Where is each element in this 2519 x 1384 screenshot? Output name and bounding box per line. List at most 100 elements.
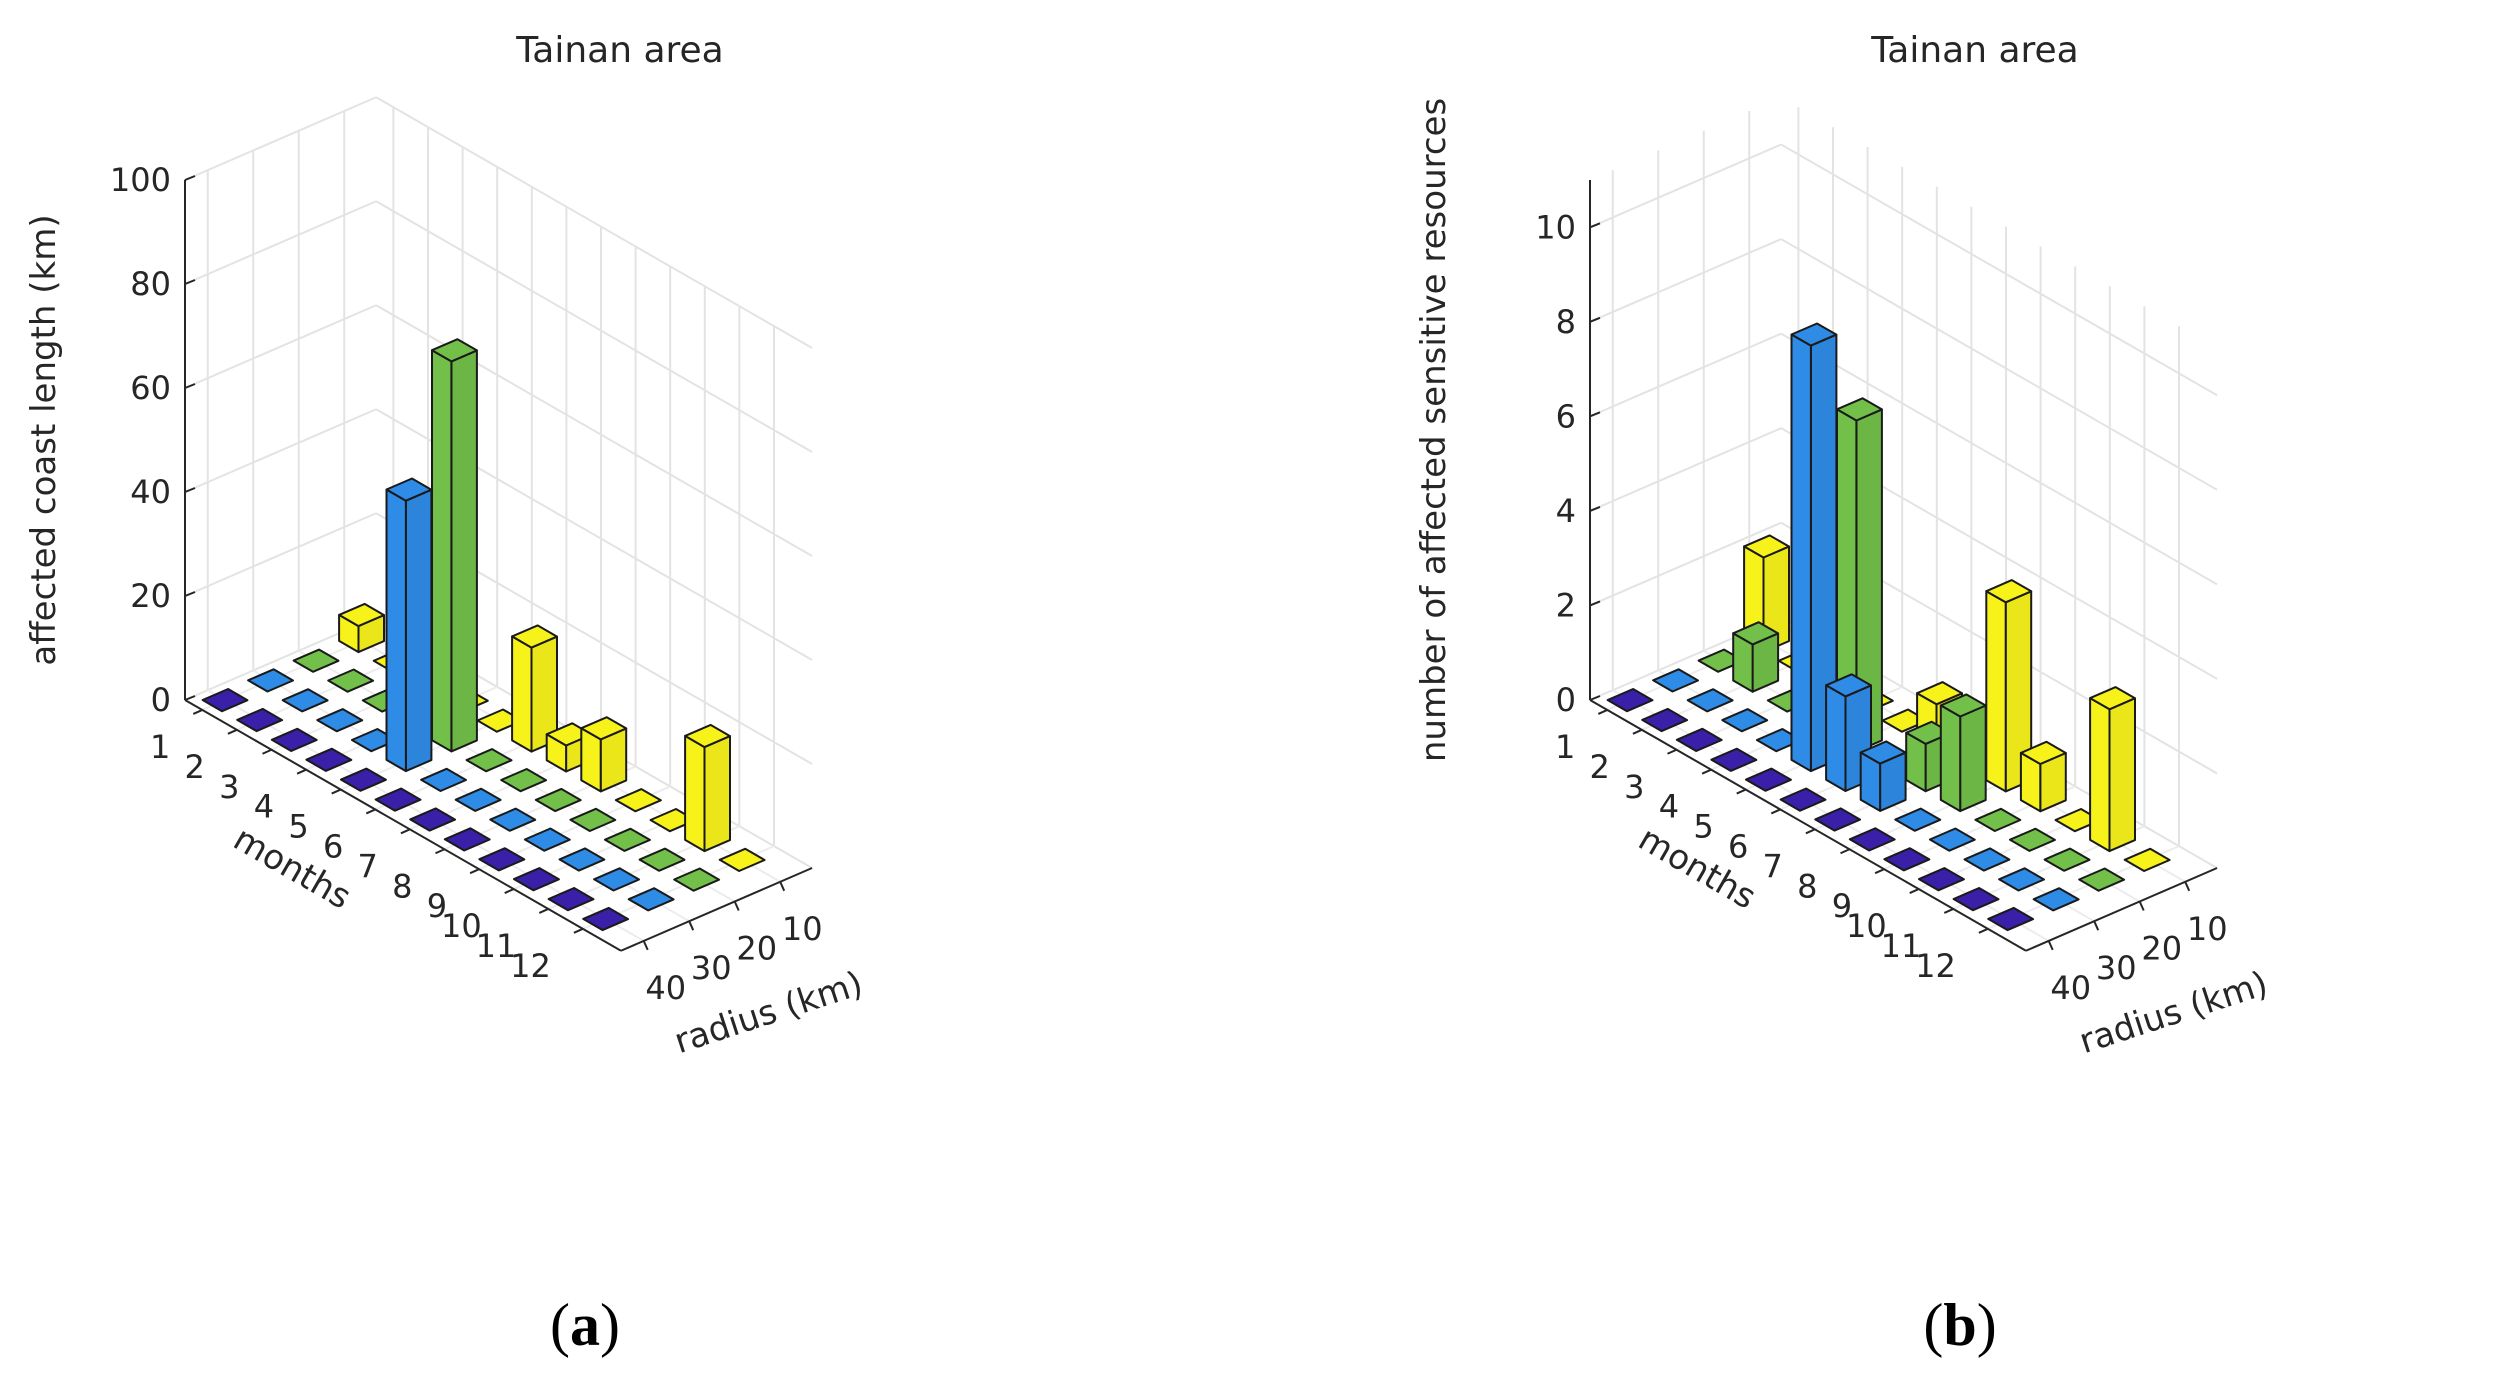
bar-zero-tile (2043, 847, 2091, 872)
gridline (1589, 332, 1782, 418)
panel-label: (a) (550, 1292, 620, 1358)
month-tick-label: 2 (1590, 748, 1610, 786)
bar-20km-month-9 (1974, 807, 2022, 832)
z-tick-label: 40 (130, 473, 171, 511)
z-tick (1589, 316, 1601, 323)
bar-zero-tile (1641, 707, 1689, 733)
bar-30km-month-1 (247, 668, 294, 693)
month-tick (1874, 868, 1885, 875)
bar-30km-month-1 (1652, 668, 1699, 693)
month-tick (227, 728, 238, 735)
month-tick (192, 709, 203, 715)
z-tick (184, 383, 196, 389)
month-tick-label: 6 (1728, 827, 1748, 865)
bar-side-face (1959, 704, 1987, 813)
z-tick-label: 0 (1556, 681, 1576, 719)
bar-30km-month-2 (1686, 688, 1734, 713)
bar-top-face (1825, 673, 1872, 698)
bar-zero-tile (374, 787, 422, 812)
bar-40km-month-9 (1883, 847, 1931, 872)
bar-10km-month-12 (718, 847, 766, 872)
bar-40km-month-3 (1675, 727, 1723, 752)
month-tick-label: 10 (441, 907, 482, 945)
bar-zero-tile (1721, 708, 1769, 733)
month-tick-label: 5 (1693, 808, 1713, 846)
radius-tick-label: 30 (2096, 949, 2137, 987)
bar-20km-month-7 (500, 768, 548, 793)
bar-top-face (684, 723, 731, 749)
bar-40km-month-4 (1710, 747, 1758, 772)
month-tick-label: 2 (185, 748, 205, 786)
bar-zero-tile (327, 668, 375, 693)
radius-tick (688, 920, 695, 931)
radius-tick (2047, 940, 2054, 951)
bar-front-face (385, 488, 407, 773)
radius-tick-label: 10 (2187, 910, 2228, 948)
chart-panel-a: 02040608010012345678910111240302010Taina… (24, 30, 868, 1358)
month-tick-label: 1 (1555, 728, 1575, 766)
month-tick (573, 927, 584, 934)
panel-paren-close: ) (600, 1292, 620, 1358)
bar-zero-tile (1894, 807, 1942, 832)
gridline (184, 408, 377, 493)
bar-40km-month-7 (1814, 807, 1862, 832)
bar-40km-month-10 (513, 867, 560, 892)
bar-front-face (1985, 590, 2007, 793)
month-tick (365, 808, 376, 815)
bar-zero-tile (1652, 668, 1699, 693)
bar-40km-month-9 (478, 847, 526, 872)
z-axis-label: number of affected sensitive resources (1414, 98, 1454, 762)
bar-30km-month-3 (1721, 708, 1769, 733)
month-tick-label: 8 (392, 867, 412, 905)
bar-zero-tile (340, 767, 387, 792)
bar-zero-tile (1918, 867, 1965, 892)
bar-zero-tile (1675, 727, 1723, 752)
bar-30km-month-7 (454, 787, 502, 812)
radius-tick (733, 901, 740, 911)
bar-zero-tile (465, 748, 513, 773)
bar-40km-month-2 (1641, 707, 1689, 733)
month-tick-label: 4 (254, 788, 274, 826)
month-tick-label: 10 (1846, 907, 1887, 945)
gridline (375, 200, 813, 453)
bar-zero-tile (201, 688, 249, 713)
bar-10km-month-11 (2089, 686, 2136, 853)
bar-30km-month-10 (1963, 847, 2011, 872)
month-tick-label: 8 (1797, 867, 1817, 905)
bar-zero-tile (1952, 887, 2000, 912)
month-tick-label: 7 (358, 847, 378, 885)
month-tick (331, 788, 342, 795)
z-tick-label: 80 (130, 265, 171, 303)
bar-zero-tile (2009, 827, 2056, 852)
bar-30km-month-2 (281, 688, 329, 713)
bar-30km-month-5 (385, 477, 433, 773)
bar-20km-month-11 (638, 847, 686, 872)
z-tick (1589, 505, 1601, 512)
bar-10km-month-8 (580, 716, 628, 793)
bar-zero-tile (1987, 906, 2035, 932)
bar-zero-tile (316, 708, 364, 733)
bar-40km-month-4 (305, 747, 353, 772)
radius-tick (2093, 920, 2100, 931)
gridline (184, 200, 377, 285)
bar-top-face (431, 338, 478, 363)
gridline (375, 96, 813, 349)
month-tick-label: 11 (476, 927, 517, 965)
bar-zero-tile (489, 807, 537, 832)
bar-zero-tile (582, 906, 630, 932)
bar-top-face (580, 716, 628, 741)
month-tick (1978, 927, 1989, 934)
bar-side-face (703, 735, 731, 853)
bar-zero-tile (500, 768, 548, 793)
gridline (184, 304, 377, 389)
bars (201, 338, 766, 932)
bar-40km-month-5 (340, 767, 387, 792)
radius-tick-label: 40 (2050, 969, 2091, 1007)
bar-zero-tile (627, 887, 675, 912)
z-tick (184, 487, 196, 493)
bar-top-face (1939, 693, 1987, 718)
bar-zero-tile (673, 867, 721, 892)
month-tick (1770, 808, 1781, 815)
